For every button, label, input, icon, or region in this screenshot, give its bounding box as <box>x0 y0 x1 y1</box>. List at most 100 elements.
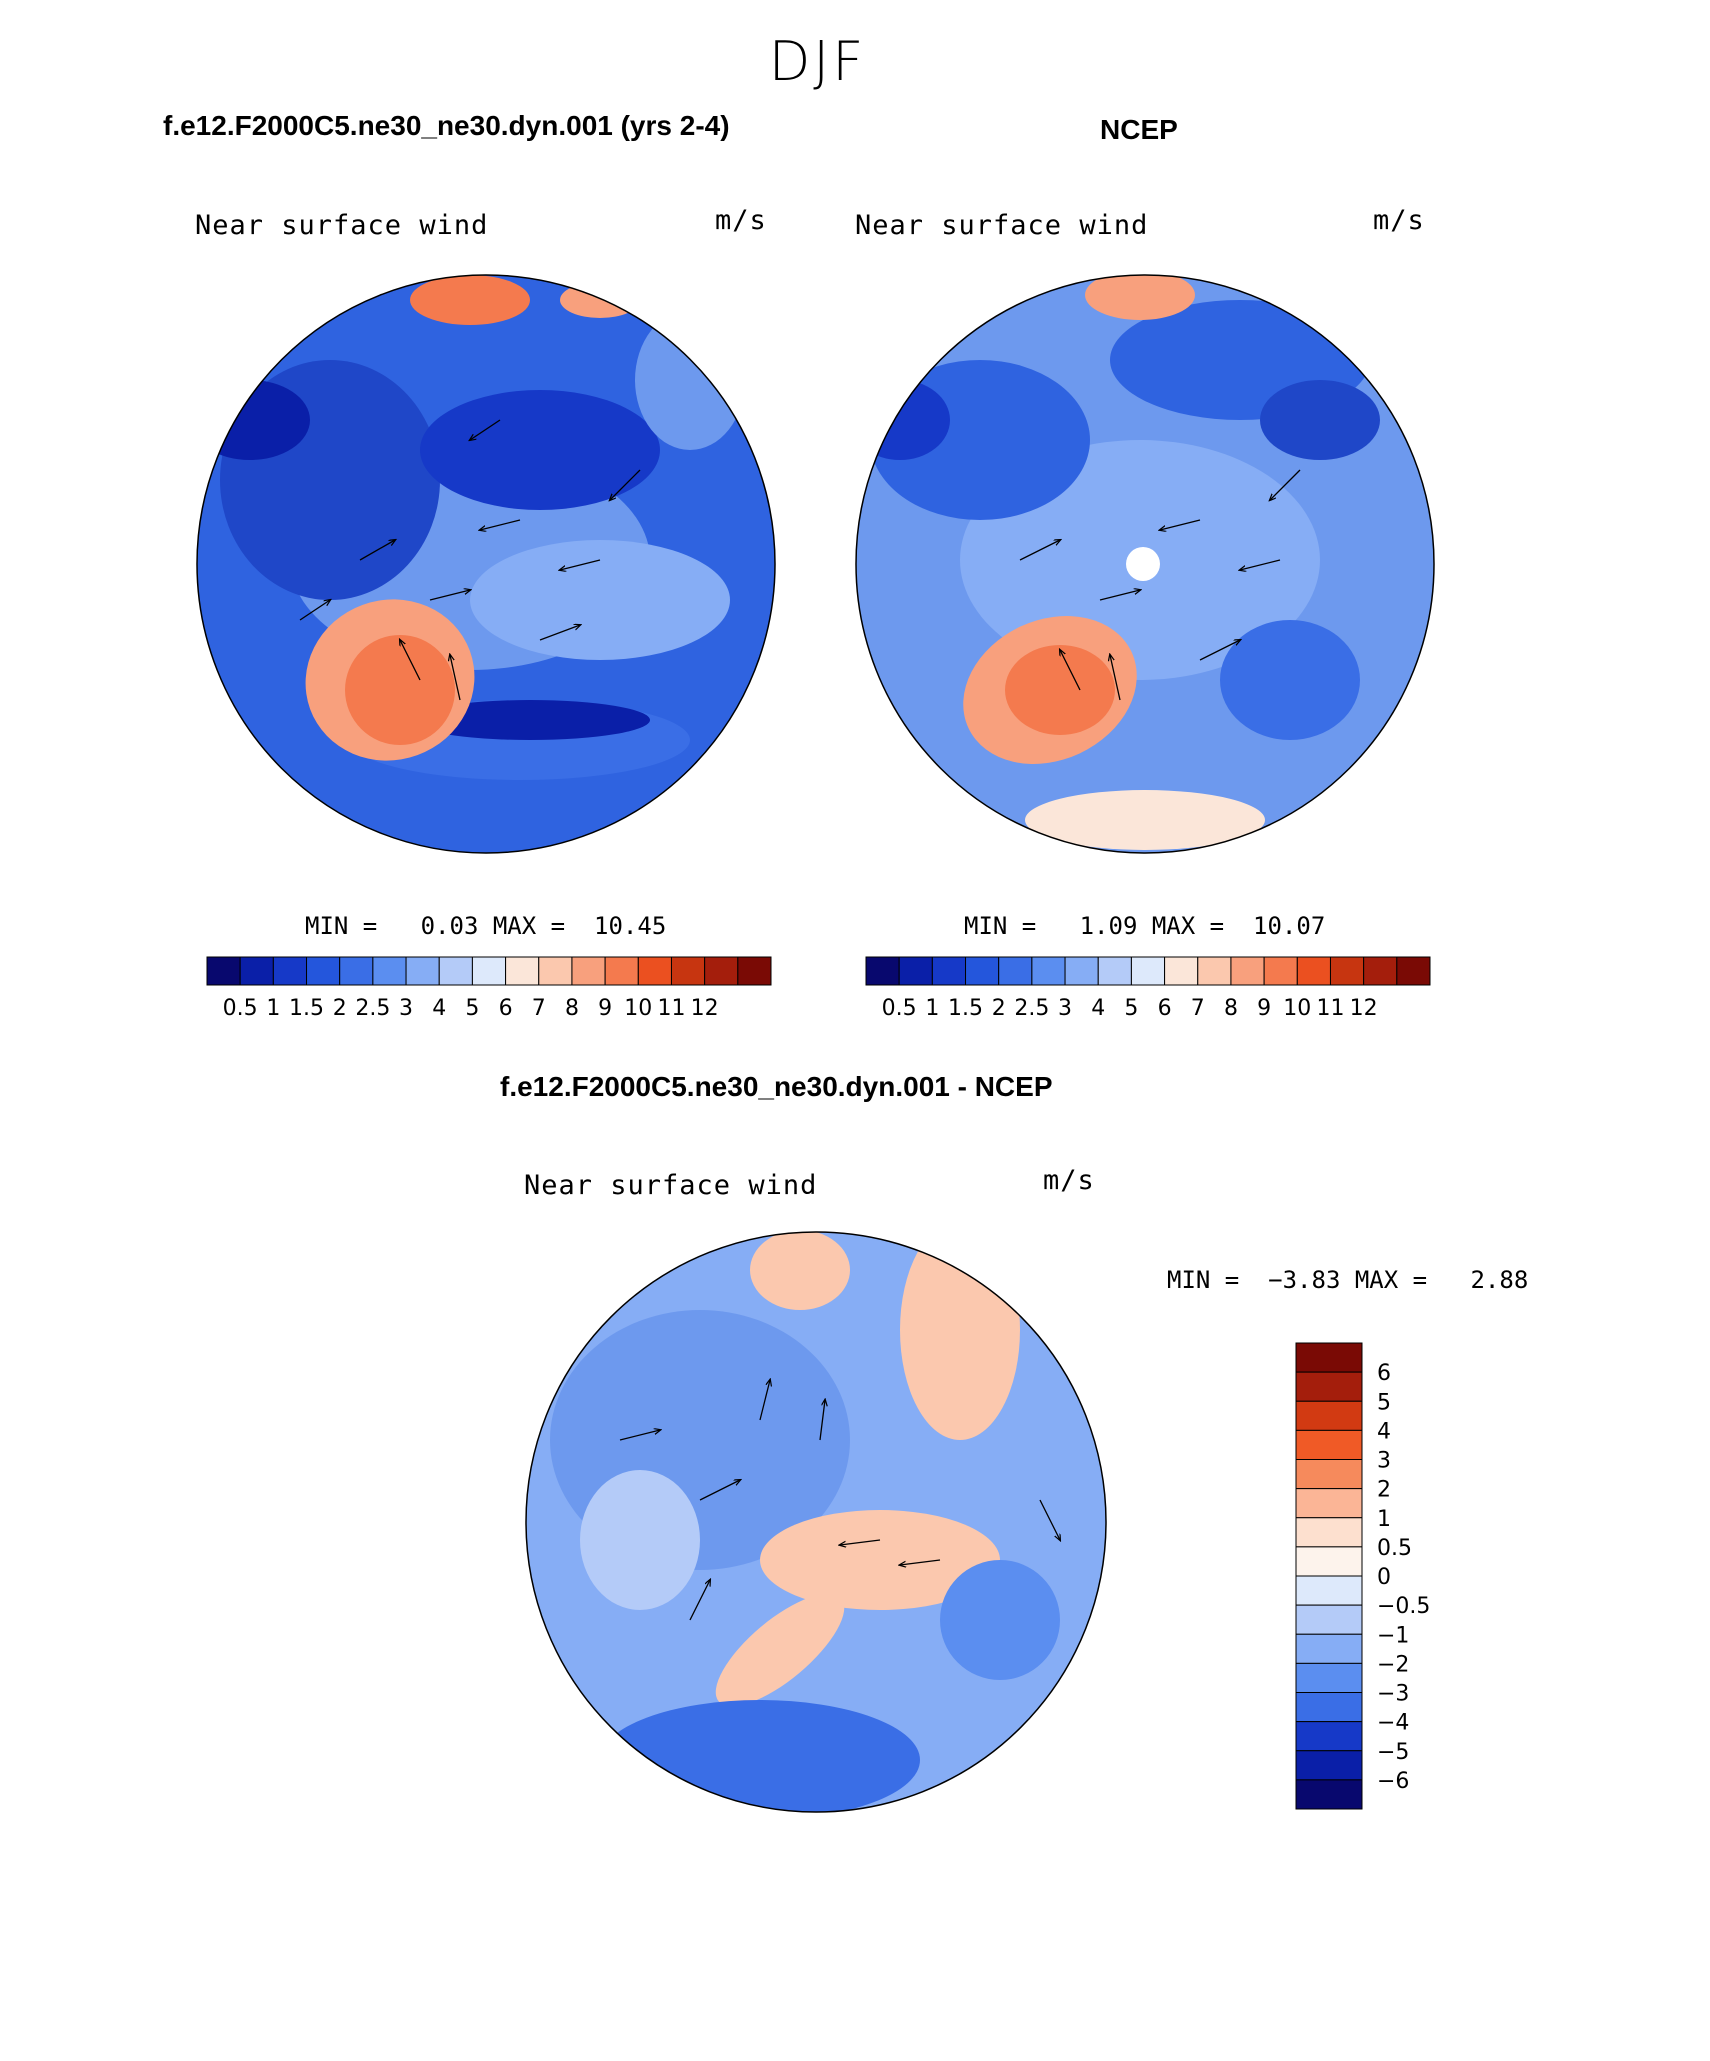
colorbar2-tick-label: 1 <box>925 996 939 1021</box>
colorbar2-swatch <box>865 956 900 986</box>
colorbar1-tick-label: 0.5 <box>223 996 258 1021</box>
colorbar1-swatch <box>538 956 573 986</box>
colorbar1-swatch <box>372 956 407 986</box>
colorbar1-swatch <box>206 956 241 986</box>
colorbar2-swatch <box>898 956 933 986</box>
colorbar1-tick-label: 8 <box>565 996 579 1021</box>
colorbar1-tick-label: 1.5 <box>289 996 324 1021</box>
colorbar3-swatch <box>1295 1721 1363 1752</box>
colorbar3-swatch <box>1295 1604 1363 1635</box>
colorbar1-swatch <box>704 956 739 986</box>
colorbar2-swatch <box>1230 956 1265 986</box>
colorbar1-swatch <box>637 956 672 986</box>
colorbar3-tick-label: −5 <box>1377 1740 1409 1765</box>
colorbar2-tick-label: 0.5 <box>882 996 917 1021</box>
colorbar1-tick-label: 1 <box>266 996 280 1021</box>
panel3-title: f.e12.F2000C5.ne30_ne30.dyn.001 - NCEP <box>500 1071 1053 1102</box>
panel1-title: f.e12.F2000C5.ne30_ne30.dyn.001 (yrs 2-4… <box>163 110 730 141</box>
colorbar1-tick-label: 6 <box>499 996 513 1021</box>
colorbar3-tick-label: 6 <box>1377 1361 1391 1386</box>
colorbar3-swatch <box>1295 1400 1363 1431</box>
panel1-min-value: 0.03 <box>420 912 479 940</box>
colorbar1-tick-label: 9 <box>598 996 612 1021</box>
colorbar1-tick-label: 12 <box>691 996 719 1021</box>
colorbar3-tick-label: 2 <box>1377 1478 1391 1503</box>
colorbar2-swatch <box>1031 956 1066 986</box>
colorbar1-swatch <box>272 956 308 986</box>
colorbar1-swatch <box>405 956 440 986</box>
panel1-minmax: MIN = 0.03 MAX = 10.45 <box>305 912 666 940</box>
panel2-units-label: m/s <box>1373 205 1425 236</box>
colorbar2-tick-label: 12 <box>1350 996 1378 1021</box>
colorbar1-swatch <box>239 956 274 986</box>
colorbar3-swatch <box>1295 1662 1363 1693</box>
panel2-title: NCEP <box>1100 114 1178 145</box>
colorbar3-swatch <box>1295 1692 1363 1723</box>
colorbar1-swatch <box>571 956 606 986</box>
colorbar3-tick-label: 4 <box>1377 1419 1391 1444</box>
colorbar3-swatch <box>1295 1575 1363 1606</box>
colorbar3-swatch <box>1295 1459 1363 1490</box>
colorbar2-swatch <box>965 956 1000 986</box>
colorbar3-tick-label: −2 <box>1377 1652 1409 1677</box>
colorbar3-tick-label: −6 <box>1377 1769 1409 1794</box>
colorbar2-swatch <box>1097 956 1132 986</box>
colorbar3-swatch <box>1295 1750 1363 1781</box>
colorbar2-tick-label: 3 <box>1058 996 1072 1021</box>
colorbar2-tick-label: 8 <box>1224 996 1238 1021</box>
colorbar3-tick-label: 0 <box>1377 1565 1391 1590</box>
panel3-min-value: −3.83 <box>1268 1266 1341 1294</box>
colorbar1-tick-label: 2 <box>333 996 347 1021</box>
colorbar3-tick-label: −0.5 <box>1377 1594 1430 1619</box>
colorbar3-tick-label: 5 <box>1377 1390 1391 1415</box>
colorbar2-tick-label: 4 <box>1091 996 1105 1021</box>
colorbar2-swatch <box>1296 956 1331 986</box>
colorbar2-swatch <box>1064 956 1099 986</box>
panel3-units-label: m/s <box>1043 1165 1095 1196</box>
panel3-variable-label: Near surface wind <box>524 1170 818 1201</box>
colorbar2-tick-label: 5 <box>1124 996 1138 1021</box>
colorbar3-swatch <box>1295 1371 1363 1402</box>
colorbar1-swatch <box>306 956 341 986</box>
colorbar3-swatch <box>1295 1342 1363 1373</box>
colorbar1-swatch <box>670 956 706 986</box>
colorbar3-swatch <box>1295 1517 1363 1548</box>
colorbar1-swatch <box>438 956 473 986</box>
colorbar1-tick-label: 5 <box>465 996 479 1021</box>
panel2-minmax: MIN = 1.09 MAX = 10.07 <box>964 912 1325 940</box>
colorbar1-swatch <box>471 956 507 986</box>
panel2-variable-label: Near surface wind <box>855 210 1149 241</box>
colorbar1-swatch <box>737 956 772 986</box>
colorbar3-swatch <box>1295 1779 1363 1810</box>
colorbar2-tick-label: 7 <box>1191 996 1205 1021</box>
colorbar1-tick-label: 7 <box>532 996 546 1021</box>
panel2-min-label: MIN = <box>964 912 1037 940</box>
panel3-max-label: MAX = <box>1354 1266 1428 1294</box>
colorbar2-tick-label: 2 <box>992 996 1006 1021</box>
colorbar2-swatch <box>998 956 1033 986</box>
colorbar2-tick-label: 11 <box>1316 996 1344 1021</box>
map-ncep-wind <box>856 275 1434 853</box>
colorbar1-tick-label: 4 <box>432 996 446 1021</box>
colorbar2-swatch <box>1329 956 1365 986</box>
map-model-wind <box>197 275 775 853</box>
colorbar3-swatch <box>1295 1633 1363 1664</box>
colorbar3-swatch <box>1295 1488 1363 1519</box>
colorbar2-tick-label: 2.5 <box>1014 996 1049 1021</box>
colorbar2-tick-label: 9 <box>1257 996 1271 1021</box>
colorbar3-tick-label: 3 <box>1377 1449 1391 1474</box>
colorbar2-swatch <box>1396 956 1431 986</box>
panel2-max-value: 10.07 <box>1253 912 1326 940</box>
colorbar3-swatch <box>1295 1546 1363 1577</box>
colorbar3-tick-label: 0.5 <box>1377 1536 1412 1561</box>
colorbar1-tick-label: 3 <box>399 996 413 1021</box>
map-difference-wind <box>526 1232 1106 1812</box>
colorbar2-tick-label: 6 <box>1158 996 1172 1021</box>
colorbar2-tick-label: 1.5 <box>948 996 983 1021</box>
colorbar1-tick-label: 10 <box>624 996 652 1021</box>
colorbar2-swatch <box>1263 956 1298 986</box>
colorbar2-swatch <box>1130 956 1166 986</box>
panel1-max-value: 10.45 <box>594 912 667 940</box>
